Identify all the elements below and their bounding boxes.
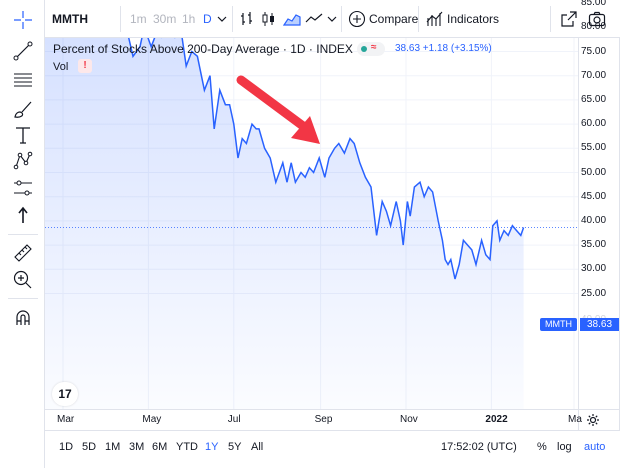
fib-icon[interactable] (12, 70, 34, 92)
bar-chart-icon[interactable] (238, 10, 256, 28)
percent-toggle[interactable]: % (537, 441, 547, 453)
timeframe-1h[interactable]: 1h (182, 12, 196, 26)
toolbar-divider (8, 234, 38, 235)
y-tick-label: 75.00 (581, 45, 607, 57)
range-5y[interactable]: 5Y (228, 441, 242, 453)
x-tick-label: Mar (57, 414, 75, 425)
chevron-down-icon[interactable] (216, 10, 228, 28)
y-tick-label: 40.00 (581, 214, 607, 226)
x-tick-label: Sep (314, 414, 333, 425)
y-tick-label: 80.00 (581, 21, 607, 33)
toolbar-divider (120, 6, 121, 32)
chevron-down-icon[interactable] (326, 10, 338, 28)
compare-plus-icon[interactable] (348, 10, 366, 28)
zoom-in-icon[interactable] (12, 269, 34, 291)
toolbar-divider (8, 298, 38, 299)
settings-gear-icon[interactable] (586, 413, 600, 427)
y-tick-label: 65.00 (581, 93, 607, 105)
candles-icon[interactable] (260, 10, 278, 28)
approx-icon: ≈ (371, 42, 377, 53)
crosshair-icon[interactable] (12, 9, 34, 31)
price-chart[interactable] (45, 38, 578, 410)
open-external-icon[interactable] (560, 10, 578, 28)
line-chart-icon[interactable] (305, 10, 323, 28)
top-toolbar: MMTH 1m 30m 1h D Compare Indicators (0, 0, 620, 38)
range-1d[interactable]: 1D (59, 441, 74, 453)
tradingview-logo[interactable]: 17 (52, 382, 78, 406)
range-ytd[interactable]: YTD (176, 441, 198, 453)
y-tick-label: 35.00 (581, 239, 607, 251)
magnet-icon[interactable] (12, 307, 34, 329)
last-price-tag: 38.63 (580, 318, 619, 331)
camera-icon[interactable] (588, 10, 606, 28)
range-3m[interactable]: 3M (129, 441, 145, 453)
drawing-toolbar (0, 0, 45, 468)
range-all[interactable]: All (251, 441, 264, 453)
annotation-arrow (236, 75, 320, 144)
time-axis-divider (45, 409, 620, 410)
x-tick-label: 2022 (485, 414, 508, 425)
y-tick-label: 60.00 (581, 118, 607, 130)
x-tick-label: Jul (227, 414, 241, 425)
volume-label[interactable]: Vol (53, 61, 69, 73)
y-tick-label: 30.00 (581, 263, 607, 275)
indicators-icon[interactable] (426, 10, 444, 28)
legend-last-value: 38.63 +1.18 (+3.15%) (395, 43, 492, 54)
range-1m[interactable]: 1M (105, 441, 121, 453)
symbol-price-tag: MMTH (540, 318, 577, 331)
auto-scale-toggle[interactable]: auto (584, 441, 606, 453)
timeframe-30m[interactable]: 30m (153, 12, 177, 26)
range-6m[interactable]: 6M (152, 441, 168, 453)
y-tick-label: 45.00 (581, 190, 607, 202)
arrow-up-icon[interactable] (12, 204, 34, 226)
log-toggle[interactable]: log (557, 441, 572, 453)
y-tick-label: 70.00 (581, 69, 607, 81)
indicators-button[interactable]: Indicators (447, 12, 500, 26)
area-chart-icon[interactable] (283, 10, 301, 28)
series-line[interactable] (45, 38, 525, 280)
brush-icon[interactable] (12, 98, 34, 120)
y-tick-label: 85.00 (581, 0, 607, 9)
toolbar-divider (550, 6, 551, 32)
timeframe-1m[interactable]: 1m (130, 12, 147, 26)
forecast-icon[interactable] (12, 177, 34, 199)
y-tick-label: 50.00 (581, 166, 607, 178)
market-open-dot (361, 46, 367, 52)
y-tick-label: 25.00 (581, 287, 607, 299)
y-tick-label: 55.00 (581, 142, 607, 154)
market-status-badge[interactable]: ≈ (357, 42, 385, 56)
x-tick-label: Ma (568, 414, 582, 425)
range-5d[interactable]: 5D (82, 441, 97, 453)
range-1y[interactable]: 1Y (205, 441, 219, 453)
compare-button[interactable]: Compare (369, 12, 419, 26)
text-icon[interactable] (12, 124, 34, 146)
pattern-icon[interactable] (12, 150, 34, 172)
symbol-search[interactable]: MMTH (52, 12, 88, 26)
area-fill (45, 38, 524, 409)
toolbar-divider (341, 6, 342, 32)
timeframe-d[interactable]: D (203, 12, 212, 26)
toolbar-divider (418, 6, 419, 32)
bottom-toolbar (45, 430, 620, 468)
clock-timezone[interactable]: 17:52:02 (UTC) (441, 441, 517, 453)
chart-legend-title: Percent of Stocks Above 200-Day Average … (53, 42, 353, 56)
x-tick-label: Nov (400, 414, 418, 425)
price-axis-divider (578, 38, 579, 430)
ruler-icon[interactable] (12, 242, 34, 264)
volume-warning-icon[interactable]: ! (78, 59, 92, 73)
x-tick-label: May (142, 414, 162, 425)
trend-line-icon[interactable] (12, 40, 34, 62)
toolbar-divider (232, 6, 233, 32)
